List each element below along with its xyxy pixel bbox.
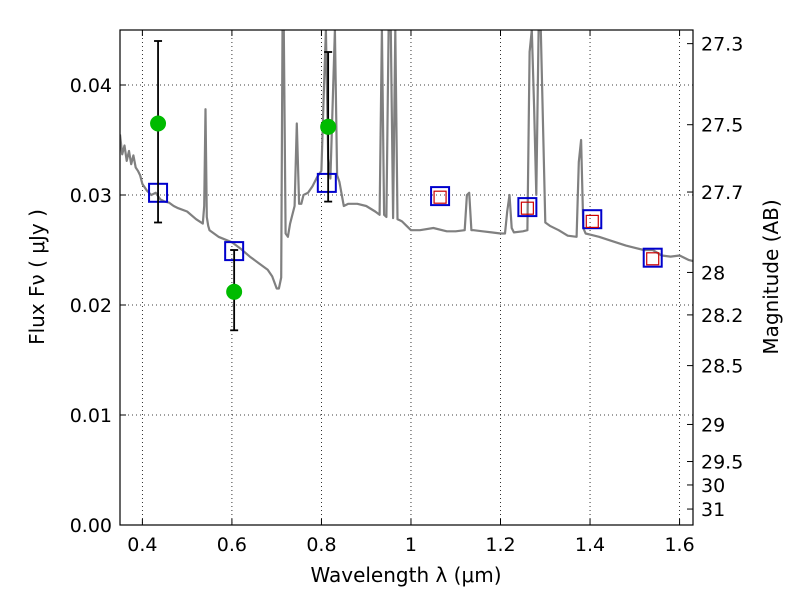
photometry-layer bbox=[148, 40, 663, 332]
y2-tick-label: 28.5 bbox=[701, 356, 743, 378]
y2-tick-label: 27.7 bbox=[701, 182, 743, 204]
model-spectrum-layer bbox=[120, 30, 693, 290]
y2-tick-label: 27.3 bbox=[701, 34, 743, 56]
x-tick-label: 0.6 bbox=[217, 534, 247, 556]
y2-tick-label: 28.2 bbox=[701, 305, 743, 327]
y2-tick-label: 27.5 bbox=[701, 115, 743, 137]
data-square-marker bbox=[585, 214, 599, 228]
y2-tick-label: 31 bbox=[701, 499, 725, 521]
x-tick-label: 1 bbox=[405, 534, 417, 556]
model-square-marker bbox=[642, 247, 663, 268]
model-square-marker bbox=[316, 172, 337, 193]
model-square-marker bbox=[582, 209, 603, 230]
y-tick-label: 0.03 bbox=[70, 185, 112, 207]
grid bbox=[120, 30, 693, 526]
x-tick-label: 1.4 bbox=[575, 534, 605, 556]
y2-tick-label: 30 bbox=[701, 475, 725, 497]
data-square-marker bbox=[520, 201, 534, 215]
data-square-marker bbox=[646, 252, 660, 266]
observed-point-marker bbox=[150, 115, 167, 132]
y-tick-label: 0.00 bbox=[70, 515, 112, 537]
observed-point-marker bbox=[226, 283, 243, 300]
y2-tick-label: 29 bbox=[701, 414, 725, 436]
y2-tick-label: 28 bbox=[701, 262, 725, 284]
x-tick-label: 0.8 bbox=[306, 534, 336, 556]
x-tick-label: 0.4 bbox=[127, 534, 157, 556]
y2-tick-label: 29.5 bbox=[701, 452, 743, 474]
x-tick-label: 1.2 bbox=[485, 534, 515, 556]
plot-frame bbox=[119, 29, 694, 526]
y-tick-label: 0.02 bbox=[70, 295, 112, 317]
y-tick-label: 0.04 bbox=[70, 75, 112, 97]
spectrum-line bbox=[120, 30, 693, 290]
observed-point-marker bbox=[320, 118, 337, 135]
model-square-marker bbox=[430, 186, 451, 207]
x-axis-title: Wavelength λ (μm) bbox=[310, 563, 501, 587]
y2-axis-title: Magnitude (AB) bbox=[759, 199, 783, 354]
model-square-marker bbox=[517, 197, 538, 218]
y-axis-title: Flux Fν ( μJy ) bbox=[25, 209, 49, 345]
y-axis-ticks: 0.00 0.01 0.02 0.03 0.04 bbox=[70, 75, 126, 537]
x-tick-label: 1.6 bbox=[664, 534, 694, 556]
x-axis-ticks: 0.4 0.6 0.8 1 1.2 1.4 1.6 bbox=[127, 30, 695, 556]
y-tick-label: 0.01 bbox=[70, 405, 112, 427]
data-square-marker bbox=[433, 190, 447, 204]
